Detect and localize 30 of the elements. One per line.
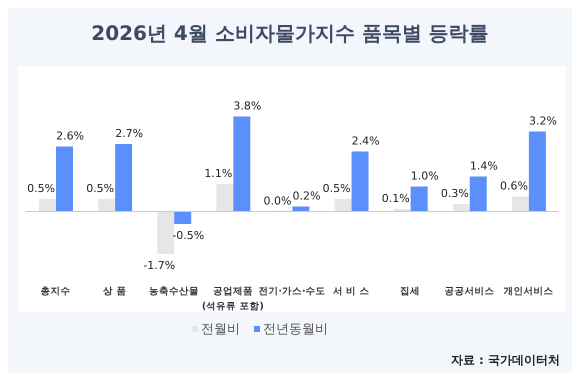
x-tick-label: 농축수산물	[148, 286, 199, 297]
data-label: 3.8%	[233, 100, 262, 112]
data-label: 1.1%	[204, 167, 232, 180]
data-label: 1.0%	[410, 170, 439, 182]
data-label: -0.5%	[172, 229, 204, 242]
x-tick-label: 서 비 스	[332, 286, 370, 297]
x-tick-label: 상 품	[103, 286, 126, 297]
legend-label: 전년동월비	[262, 321, 328, 338]
data-label: -1.7%	[143, 259, 176, 272]
data-label: 0.5%	[27, 182, 56, 195]
data-label: 0.0%	[264, 194, 292, 208]
x-tick-label: 개인서비스	[503, 286, 554, 297]
data-label: 0.5%	[86, 182, 114, 195]
data-label: 0.3%	[440, 187, 469, 200]
data-label: 0.2%	[292, 190, 320, 202]
legend-label: 전월비	[200, 321, 240, 338]
text: 자료 : 국가데이터처	[450, 352, 560, 369]
data-label: 2.6%	[56, 130, 84, 142]
data-label: 3.2%	[528, 114, 557, 128]
data-label: 0.1%	[382, 192, 410, 205]
data-label: 0.5%	[322, 182, 351, 195]
data-label: 0.6%	[500, 180, 528, 192]
x-tick-label: 집세	[400, 286, 420, 297]
chart-title: 2026년 4월 소비자물가지수 품목별 등락률	[90, 20, 490, 47]
x-tick-label: 공공서비스	[444, 286, 494, 297]
x-tick-label: 총지수	[40, 286, 71, 297]
data-label: 2.7%	[115, 127, 144, 140]
x-tick-label: 전기·가스·수도	[258, 286, 326, 297]
data-label: 1.4%	[470, 160, 498, 172]
data-label: 2.4%	[352, 134, 380, 148]
